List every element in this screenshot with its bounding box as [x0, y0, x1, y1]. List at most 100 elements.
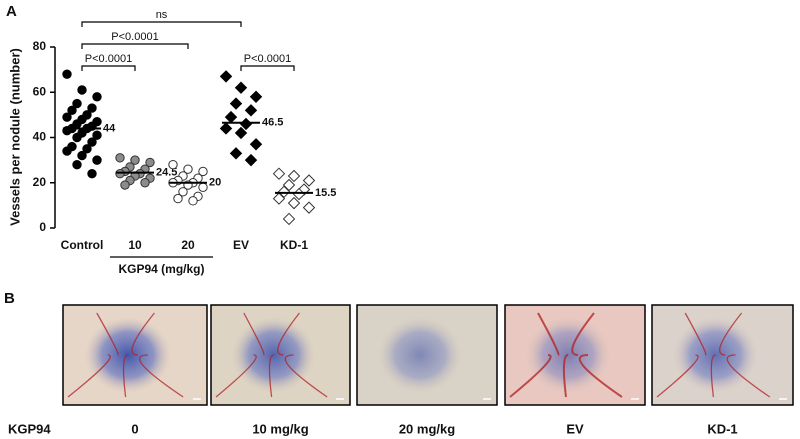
vessel: [719, 312, 743, 356]
data-point: [234, 126, 248, 140]
vessel: [578, 354, 623, 398]
vessel: [562, 354, 569, 398]
x-tick-label: 10: [128, 238, 142, 252]
data-point: [287, 196, 301, 210]
data-point: [277, 185, 291, 199]
vessel: [122, 354, 129, 398]
vessel: [268, 354, 274, 398]
x-tick-label: 20: [181, 238, 195, 252]
data-point: [224, 110, 238, 124]
vessel: [284, 354, 328, 398]
data-point: [198, 166, 208, 177]
data-point: [302, 174, 316, 187]
vessel: [509, 354, 552, 398]
data-point: [130, 155, 140, 165]
x-tick-label: EV: [233, 238, 249, 252]
data-point: [287, 169, 301, 183]
significance-bracket: [81, 21, 242, 27]
significance-bracket: [81, 43, 189, 49]
x-group-label: KGP94 (mg/kg): [118, 262, 204, 276]
data-point: [77, 150, 87, 161]
data-point: [282, 212, 296, 226]
data-point: [72, 98, 82, 109]
data-point: [249, 138, 263, 151]
data-point: [178, 187, 188, 197]
median-label: 24.5: [156, 166, 177, 178]
y-tick-label: 80: [33, 39, 47, 53]
significance-label: P<0.0001: [244, 53, 291, 65]
data-point: [62, 112, 72, 122]
data-point: [229, 147, 243, 160]
x-tick-label: KD-1: [280, 238, 308, 252]
data-point: [183, 164, 193, 174]
nodule-blob: [378, 317, 462, 393]
data-point: [140, 178, 150, 188]
data-point: [302, 201, 316, 214]
significance-label: P<0.0001: [111, 31, 158, 43]
data-point: [219, 122, 233, 135]
significance-bracket: [240, 65, 295, 71]
data-point: [198, 182, 208, 192]
data-point: [77, 85, 87, 95]
photo-caption: 10 mg/kg: [252, 421, 308, 436]
data-point: [188, 196, 198, 206]
data-point: [272, 192, 286, 205]
data-point: [92, 155, 102, 165]
data-point: [173, 193, 183, 204]
data-point: [67, 105, 77, 116]
row-label: KGP94: [8, 421, 51, 436]
vessel: [243, 312, 265, 356]
data-point: [87, 137, 97, 147]
data-point: [120, 180, 130, 190]
median-label: 44: [103, 122, 116, 134]
data-point: [219, 70, 233, 83]
vessel: [656, 354, 699, 398]
data-point: [239, 117, 253, 131]
data-point: [244, 153, 258, 167]
significance-label: P<0.0001: [85, 53, 132, 65]
data-point: [115, 169, 125, 179]
photo-caption: 20 mg/kg: [399, 421, 455, 436]
data-point: [82, 144, 92, 154]
vessel: [571, 312, 595, 356]
vessel: [67, 354, 111, 398]
panel-label: A: [6, 3, 17, 20]
median-label: 46.5: [262, 117, 283, 129]
vessel: [710, 354, 716, 398]
data-point: [62, 146, 72, 156]
data-point: [229, 97, 243, 110]
data-point: [62, 69, 72, 79]
data-point: [72, 132, 82, 143]
data-point: [244, 104, 258, 117]
median-label: 15.5: [315, 187, 336, 199]
significance-label: ns: [156, 9, 168, 21]
median-label: 20: [209, 177, 221, 189]
y-tick-label: 40: [33, 130, 47, 144]
data-point: [92, 130, 102, 140]
photo-caption: KD-1: [707, 421, 737, 436]
vessel: [131, 312, 155, 356]
data-point: [234, 81, 248, 94]
photo-caption: 0: [131, 421, 138, 436]
data-point: [115, 153, 125, 163]
vessel: [277, 312, 300, 356]
data-point: [87, 169, 97, 179]
data-point: [145, 157, 155, 168]
data-point: [168, 159, 178, 170]
vessel: [726, 354, 771, 398]
vessel: [215, 354, 257, 398]
y-axis-title: Vessels per nodule (number): [7, 48, 22, 226]
vessel: [537, 312, 560, 356]
photo-caption: EV: [566, 421, 584, 436]
y-tick-label: 0: [39, 220, 46, 234]
y-tick-label: 20: [33, 175, 47, 189]
vessel: [138, 354, 184, 398]
data-point: [282, 178, 296, 192]
y-tick-label: 60: [33, 84, 47, 98]
data-point: [87, 103, 97, 113]
data-point: [92, 92, 102, 102]
data-point: [249, 90, 263, 103]
x-tick-label: Control: [61, 238, 104, 252]
data-point: [272, 167, 286, 180]
